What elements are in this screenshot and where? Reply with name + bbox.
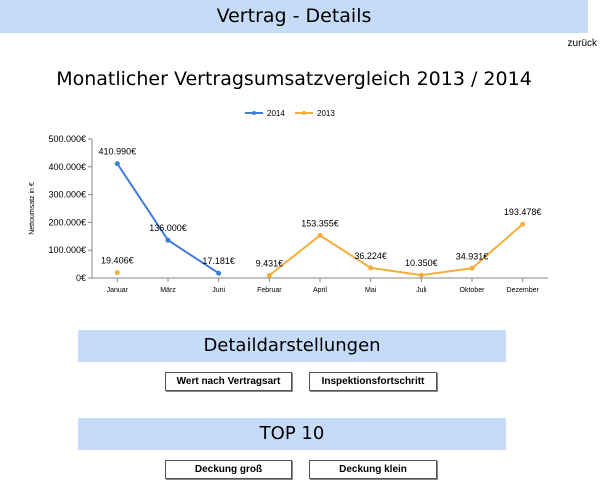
y-tick-label: 0€ — [76, 273, 86, 283]
data-point-2014 — [114, 161, 120, 167]
x-tick-label: Januar — [107, 287, 129, 294]
data-label-2013: 19.406€ — [101, 256, 134, 266]
detail-views-header: Detaildarstellungen — [78, 330, 506, 362]
coverage-small-button[interactable]: Deckung klein — [309, 460, 437, 479]
y-tick-label: 100.000€ — [48, 245, 86, 255]
y-axis-label: Nettoumsatz in € — [29, 182, 36, 235]
x-tick-label: März — [160, 287, 176, 294]
data-point-2013 — [418, 272, 424, 278]
data-label-2013: 193.478€ — [504, 207, 542, 217]
x-tick-label: Juni — [212, 287, 225, 294]
x-tick-label: Mai — [365, 287, 377, 294]
data-point-2013 — [266, 272, 272, 278]
x-tick-label: Februar — [257, 287, 282, 294]
x-tick-label: April — [313, 287, 327, 294]
x-tick-label: Oktober — [460, 287, 486, 294]
data-point-2014 — [165, 237, 171, 243]
inspection-progress-button[interactable]: Inspektionsfortschritt — [309, 372, 437, 391]
data-point-2013 — [114, 270, 120, 276]
data-label-2013: 9.431€ — [256, 258, 284, 268]
data-label-2014: 410.990€ — [99, 147, 137, 157]
coverage-large-button[interactable]: Deckung groß — [165, 460, 292, 479]
y-tick-label: 500.000€ — [48, 134, 86, 144]
data-label-2013: 34.931€ — [456, 251, 489, 261]
data-label-2013: 153.355€ — [301, 218, 339, 228]
data-label-2013: 10.350€ — [405, 258, 438, 268]
x-tick-label: Juli — [416, 287, 427, 294]
x-tick-label: Dezember — [507, 287, 540, 294]
data-label-2014: 136.000€ — [149, 223, 187, 233]
chart-title: Monatlicher Vertragsumsatzvergleich 2013… — [56, 68, 532, 90]
data-point-2013 — [469, 265, 475, 271]
data-label-2014: 17.181€ — [202, 256, 235, 266]
legend-label-2014: 2014 — [267, 109, 285, 118]
page-header: Vertrag - Details — [0, 0, 588, 33]
legend-marker-2014 — [252, 111, 256, 115]
data-point-2013 — [520, 221, 526, 227]
legend-marker-2013 — [302, 111, 306, 115]
back-link[interactable]: zurück — [567, 38, 597, 49]
y-tick-label: 400.000€ — [48, 162, 86, 172]
data-label-2013: 36.224€ — [354, 251, 387, 261]
top10-header: TOP 10 — [78, 418, 506, 450]
value-by-contract-type-button[interactable]: Wert nach Vertragsart — [165, 372, 292, 391]
data-point-2014 — [216, 270, 222, 276]
data-point-2013 — [368, 265, 374, 271]
legend-label-2013: 2013 — [317, 109, 335, 118]
revenue-line-chart: 0€ 100.000€ 200.000€ 300.000€ 400.000€ 500.00… — [29, 109, 548, 294]
y-tick-label: 300.000€ — [48, 190, 86, 200]
y-tick-label: 200.000€ — [48, 217, 86, 227]
data-point-2013 — [317, 232, 323, 238]
series-line-2013 — [268, 223, 524, 277]
